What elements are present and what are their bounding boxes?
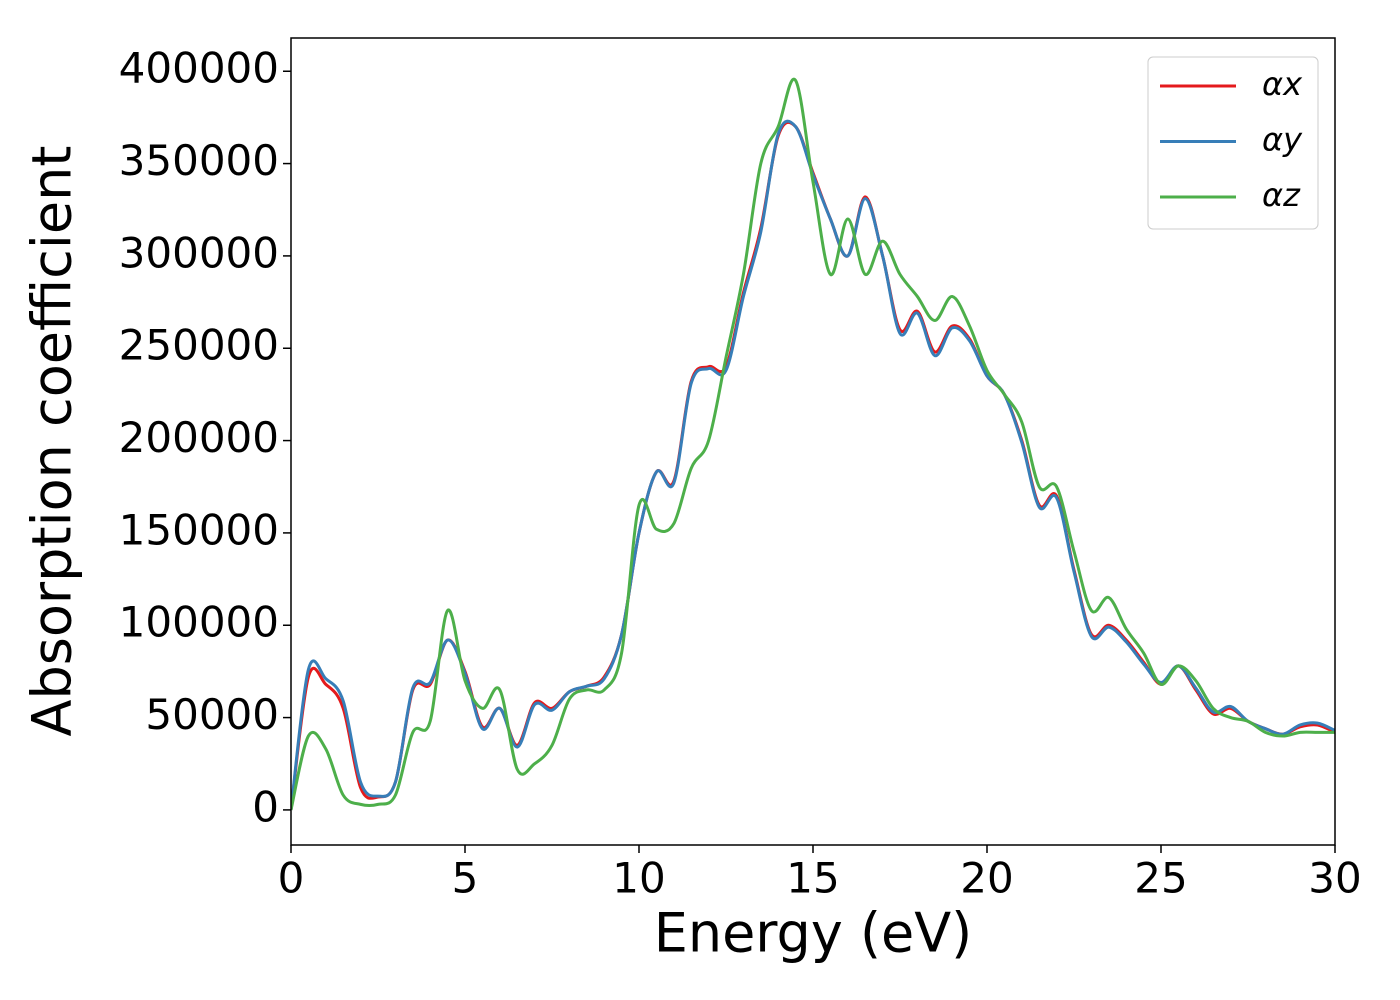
y-tick-label: 250000	[119, 321, 279, 370]
plot-frame	[290, 37, 1336, 846]
x-tick-label: 20	[960, 854, 1013, 903]
x-tick-label: 0	[278, 854, 305, 903]
series-line	[291, 77, 1335, 811]
y-tick-label: 0	[252, 782, 279, 831]
y-tick-label: 100000	[119, 598, 279, 647]
legend-label: αz	[1262, 176, 1301, 214]
y-tick-label: 400000	[119, 44, 279, 93]
x-tick-label: 25	[1134, 854, 1187, 903]
x-tick-label: 10	[612, 854, 665, 903]
legend: αx αy αz	[1147, 56, 1319, 230]
x-tick-label: 5	[452, 854, 479, 903]
x-axis-label: Energy (eV)	[654, 902, 973, 965]
legend-label: αy	[1262, 121, 1303, 159]
y-tick-label: 300000	[119, 228, 279, 277]
y-axis-label: Absorption coefficient	[21, 146, 84, 737]
y-tick-label: 150000	[119, 505, 279, 554]
legend-label: αx	[1262, 65, 1303, 103]
y-tick-label: 350000	[119, 136, 279, 185]
x-tick-label: 30	[1308, 854, 1361, 903]
y-tick-label: 50000	[145, 690, 279, 739]
x-tick-label: 15	[786, 854, 839, 903]
y-tick-label: 200000	[119, 413, 279, 462]
